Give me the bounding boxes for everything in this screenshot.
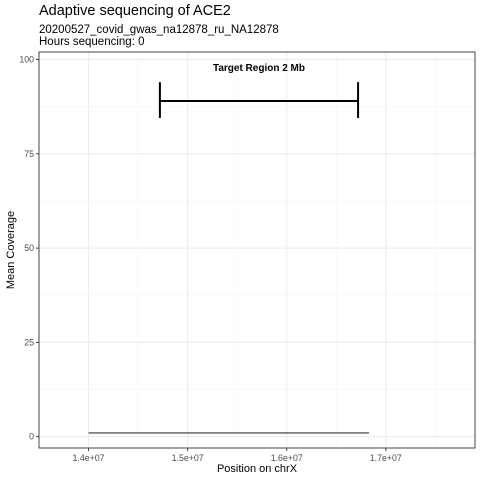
y-axis-title: Mean Coverage: [5, 211, 17, 289]
x-tick-label: 1.5e+07: [172, 453, 204, 463]
plot-panel: [38, 51, 476, 449]
chart-subtitle-line-1: 20200527_covid_gwas_na12878_ru_NA12878: [39, 24, 279, 36]
grid-major: [39, 52, 475, 448]
x-tick-label: 1.4e+07: [73, 453, 105, 463]
chart-subtitle-line-2: Hours sequencing: 0: [39, 36, 144, 48]
y-tick-label: 50: [24, 243, 34, 253]
x-axis: 1.4e+07 1.5e+07 1.6e+07 1.7e+07: [73, 448, 402, 463]
chart-title: Adaptive sequencing of ACE2: [39, 3, 231, 19]
y-tick-label: 75: [24, 149, 34, 159]
annotation-layer: Target Region 2 Mb: [158, 63, 360, 118]
y-tick-label: 0: [29, 432, 34, 442]
target-region-label: Target Region 2 Mb: [213, 63, 305, 74]
y-tick-label: 100: [19, 55, 34, 65]
x-axis-title: Position on chrX: [217, 463, 298, 475]
x-tick-label: 1.6e+07: [271, 453, 303, 463]
x-tick-label: 1.7e+07: [370, 453, 402, 463]
y-tick-label: 25: [24, 337, 34, 347]
grid-minor: [39, 52, 475, 448]
y-axis: 0 25 50 75 100: [19, 55, 39, 442]
